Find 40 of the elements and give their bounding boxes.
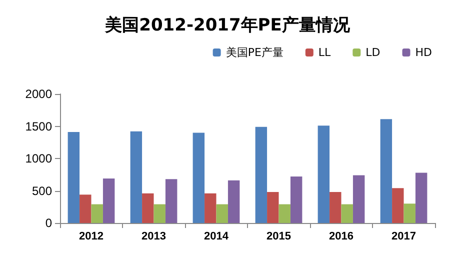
chart-title: 美国2012-2017年PE产量情况 (104, 16, 351, 36)
legend-label: LL (318, 46, 332, 59)
bar (165, 179, 178, 223)
bar (278, 204, 290, 223)
bar (228, 180, 240, 223)
bar (318, 126, 330, 223)
bar (330, 192, 342, 223)
bar (380, 119, 392, 223)
bar (130, 131, 142, 223)
bar (290, 176, 302, 223)
bar (392, 188, 404, 223)
bar (341, 204, 353, 223)
bar (154, 204, 166, 223)
y-tick-label: 1000 (25, 152, 52, 166)
x-tick-label: 2016 (329, 230, 354, 242)
bar (204, 193, 216, 223)
legend-label: LD (366, 46, 380, 59)
bar (415, 172, 428, 223)
bar (142, 193, 154, 223)
x-tick-label: 2017 (392, 230, 416, 242)
bar (102, 178, 115, 223)
bar (267, 192, 279, 223)
x-tick-label: 2012 (79, 230, 104, 242)
y-tick-label: 1500 (25, 119, 52, 134)
x-tick-label: 2013 (142, 230, 166, 242)
y-tick-label: 500 (32, 184, 52, 198)
bar (216, 204, 228, 223)
bar (80, 194, 92, 223)
legend-label: HD (415, 46, 432, 59)
x-tick-label: 2014 (204, 230, 230, 242)
x-tick-label: 2015 (266, 230, 291, 242)
bar (68, 132, 80, 223)
bar (352, 175, 365, 223)
y-tick-label: 0 (45, 216, 52, 230)
legend-label: 美国PE产量 (226, 46, 284, 59)
bar (192, 132, 205, 223)
bar (255, 126, 268, 223)
bar (91, 204, 103, 223)
y-tick-label: 2000 (25, 87, 52, 101)
bar (404, 204, 416, 223)
